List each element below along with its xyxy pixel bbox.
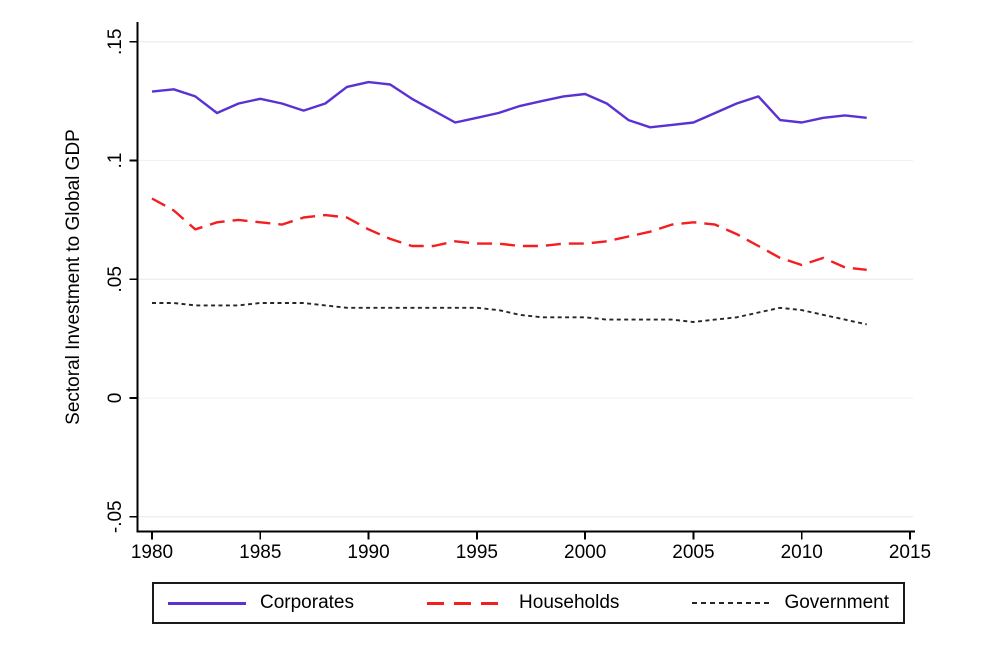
x-tick-label: 2005 <box>672 542 714 563</box>
y-tick-label: .1 <box>105 153 126 169</box>
legend-entry-corporates: Corporates <box>168 592 354 614</box>
x-tick-label: 2015 <box>889 542 931 563</box>
y-tick-label: 0 <box>105 393 126 404</box>
corporates-line <box>151 80 867 129</box>
x-tick-label: 2010 <box>781 542 823 563</box>
legend-label-households: Households <box>519 592 620 613</box>
corporates-line-sample-icon <box>168 601 246 605</box>
legend-label-government: Government <box>784 592 889 613</box>
x-tick-label: 1990 <box>347 542 389 563</box>
chart-legend: Corporates Households Government <box>152 582 905 624</box>
government-line <box>152 302 867 326</box>
legend-entry-government: Government <box>692 592 889 614</box>
y-axis-title: Sectoral Investment to Global GDP <box>63 129 84 425</box>
legend-entry-households: Households <box>427 592 619 614</box>
y-tick-label: .05 <box>105 266 126 292</box>
x-tick-label: 1980 <box>131 542 173 563</box>
x-tick-label: 1995 <box>456 542 498 563</box>
y-tick-label: -.05 <box>105 500 126 533</box>
x-tick-label: 2000 <box>564 542 606 563</box>
government-line-sample-icon <box>692 602 771 604</box>
households-line-sample-icon <box>427 601 506 605</box>
x-tick-label: 1985 <box>239 542 281 563</box>
y-tick-label: .15 <box>105 29 126 55</box>
households-line <box>151 197 867 271</box>
legend-label-corporates: Corporates <box>260 592 354 613</box>
